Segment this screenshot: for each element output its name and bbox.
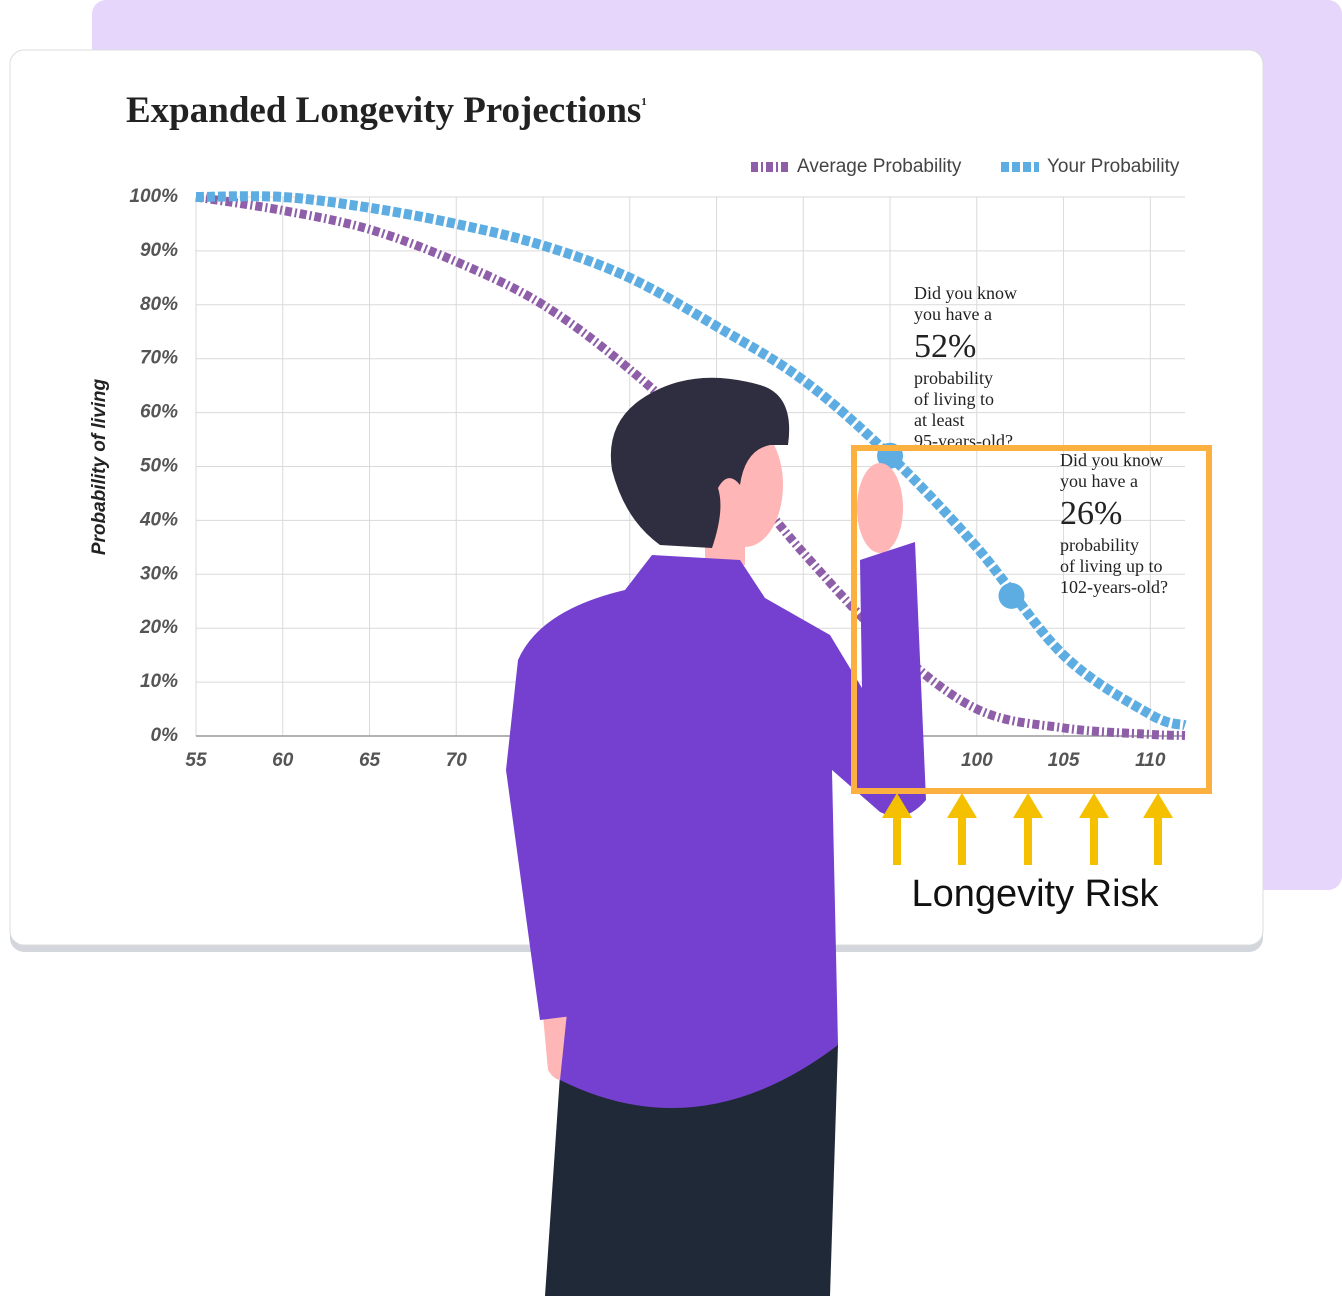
person — [506, 377, 926, 1296]
x-tick-label: 60 — [272, 750, 294, 771]
plot — [195, 191, 1187, 740]
annotation-text: you have a — [914, 304, 992, 324]
x-tick-label: 55 — [185, 750, 207, 771]
legend-label: Average Probability — [797, 156, 962, 177]
annotation-text: at least — [914, 410, 964, 430]
shirt — [506, 542, 926, 1108]
annotation-value: 52% — [914, 328, 976, 365]
y-tick-label: 70% — [140, 348, 178, 369]
x-tick-label: 70 — [446, 750, 468, 771]
y-tick-label: 80% — [140, 294, 178, 315]
legend-label: Your Probability — [1047, 156, 1180, 177]
y-tick-label: 0% — [151, 725, 179, 746]
arrows — [882, 793, 1173, 865]
y-tick-label: 90% — [140, 240, 178, 261]
y-tick-label: 30% — [140, 563, 178, 584]
annotation-text: 102-years-old? — [1060, 577, 1168, 597]
annotation-text: of living up to — [1060, 556, 1163, 576]
highlight-point — [998, 582, 1025, 609]
highlight-box — [851, 445, 1212, 794]
annotation-text: probability — [914, 368, 993, 388]
annotation-text: probability — [1060, 535, 1139, 555]
y-axis-label: Probability of living — [89, 378, 110, 555]
highlight-label: Longevity Risk — [911, 873, 1159, 915]
y-tick-label: 50% — [140, 456, 178, 477]
x-tick-label: 105 — [1048, 750, 1080, 771]
raised-hand — [857, 463, 903, 553]
annotation-text: of living to — [914, 389, 994, 409]
x-tick-label: 65 — [359, 750, 381, 771]
y-tick-label: 60% — [140, 402, 178, 423]
x-tick-label: 100 — [961, 750, 993, 771]
y-tick-label: 20% — [139, 617, 178, 638]
y-tick-label: 100% — [129, 186, 178, 207]
annotation-text: Did you know — [1060, 450, 1163, 470]
pants — [545, 1045, 838, 1296]
annotation-value: 26% — [1060, 495, 1122, 532]
y-tick-label: 40% — [139, 509, 178, 530]
annotation-text: you have a — [1060, 471, 1138, 491]
annotation-text: Did you know — [914, 283, 1017, 303]
series-line — [195, 191, 1187, 731]
x-tick-label: 110 — [1135, 750, 1166, 771]
series-line — [195, 192, 1186, 740]
chart-title: Expanded Longevity Projections1 — [126, 90, 647, 131]
hair — [610, 377, 790, 548]
legend: Average Probability Your Probability — [751, 156, 1180, 177]
y-tick-label: 10% — [140, 671, 178, 692]
